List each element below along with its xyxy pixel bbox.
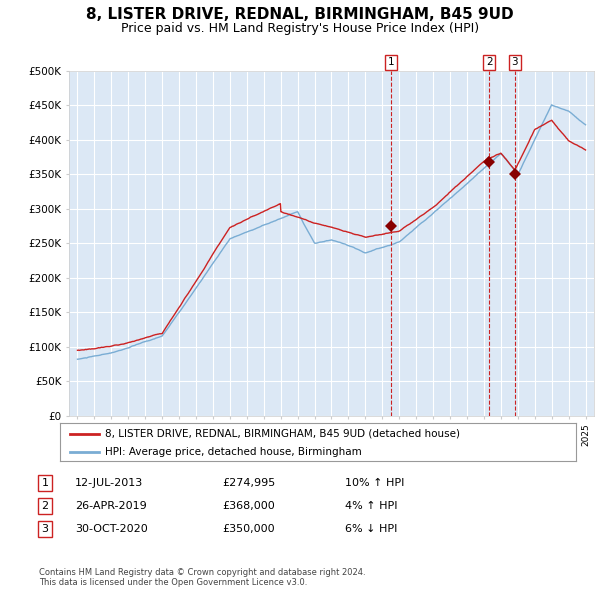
Text: 26-APR-2019: 26-APR-2019	[75, 501, 147, 510]
Text: 2: 2	[486, 57, 493, 67]
Text: £274,995: £274,995	[222, 478, 275, 487]
Text: 12-JUL-2013: 12-JUL-2013	[75, 478, 143, 487]
Text: 8, LISTER DRIVE, REDNAL, BIRMINGHAM, B45 9UD (detached house): 8, LISTER DRIVE, REDNAL, BIRMINGHAM, B45…	[106, 429, 460, 439]
Text: 1: 1	[388, 57, 395, 67]
Text: £368,000: £368,000	[222, 501, 275, 510]
Text: HPI: Average price, detached house, Birmingham: HPI: Average price, detached house, Birm…	[106, 447, 362, 457]
Text: Contains HM Land Registry data © Crown copyright and database right 2024.
This d: Contains HM Land Registry data © Crown c…	[39, 568, 365, 587]
Text: 10% ↑ HPI: 10% ↑ HPI	[345, 478, 404, 487]
Text: Price paid vs. HM Land Registry's House Price Index (HPI): Price paid vs. HM Land Registry's House …	[121, 22, 479, 35]
Text: 30-OCT-2020: 30-OCT-2020	[75, 524, 148, 533]
Text: 1: 1	[41, 478, 49, 487]
Text: £350,000: £350,000	[222, 524, 275, 533]
Text: 6% ↓ HPI: 6% ↓ HPI	[345, 524, 397, 533]
Text: 4% ↑ HPI: 4% ↑ HPI	[345, 501, 398, 510]
Text: 3: 3	[512, 57, 518, 67]
Text: 2: 2	[41, 501, 49, 510]
Text: 8, LISTER DRIVE, REDNAL, BIRMINGHAM, B45 9UD: 8, LISTER DRIVE, REDNAL, BIRMINGHAM, B45…	[86, 7, 514, 22]
Text: 3: 3	[41, 524, 49, 533]
